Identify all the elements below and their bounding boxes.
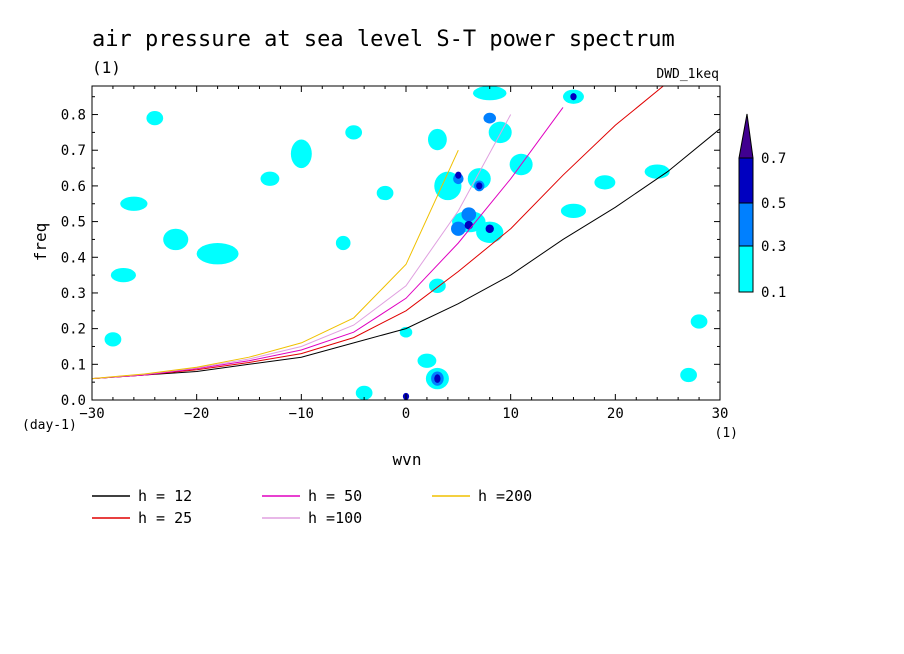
x-tick-label: 20: [607, 406, 624, 422]
legend-label-0: h = 12: [138, 487, 192, 505]
contour-patch-7: [376, 185, 394, 201]
colorbar-box: [738, 245, 754, 293]
x-tick-label: 30: [712, 406, 729, 422]
contour-patch-37: [476, 182, 483, 190]
contour-patch-34: [483, 112, 497, 124]
series-line-1: [92, 86, 665, 380]
y-tick-label: 0.3: [61, 286, 86, 302]
dispersion-curves: [92, 86, 720, 380]
contour-patch-6: [345, 125, 363, 140]
y-axis-label: freq: [31, 223, 50, 262]
legend-label-4: h =200: [478, 487, 532, 505]
contour-patch-17: [488, 121, 512, 144]
plot-area: [91, 85, 721, 401]
contour-patch-9: [146, 110, 164, 126]
x-axis-ticks: −30 −20 −10 0 10 20 30: [79, 86, 728, 422]
contour-patch-36: [464, 220, 473, 230]
contour-patch-10: [335, 235, 351, 251]
y-axis-unit: (day-1): [22, 418, 77, 433]
dataset-label: DWD_1keq: [656, 67, 719, 82]
x-axis-label: wvn: [393, 450, 422, 469]
legend-label-1: h = 25: [138, 509, 192, 527]
y-tick-label: 0.4: [61, 250, 86, 266]
x-tick-label: 10: [502, 406, 519, 422]
colorbar: 0.1 0.3 0.5 0.7: [738, 113, 786, 301]
contour-patch-23: [417, 353, 437, 368]
colorbar-box: [738, 157, 754, 204]
contour-patch-42: [570, 93, 577, 101]
contour-patch-38: [485, 224, 494, 234]
contour-patch-2: [120, 196, 148, 211]
contour-patch-32: [461, 207, 477, 222]
contour-patch-8: [104, 332, 122, 347]
y-tick-label: 0.7: [61, 143, 86, 159]
series-line-4: [92, 149, 459, 380]
colorbar-box: [738, 202, 754, 247]
contour-patch-26: [644, 164, 670, 179]
y-tick-label: 0.0: [61, 393, 86, 409]
x-tick-label: −10: [289, 406, 314, 422]
contour-fills: [104, 86, 708, 400]
contour-patch-3: [163, 228, 189, 251]
contour-patch-25: [560, 203, 587, 219]
legend: h = 12 h = 25 h = 50 h =100 h =200: [92, 487, 532, 527]
contour-patch-16: [467, 168, 491, 190]
y-tick-label: 0.8: [61, 108, 86, 124]
contour-patch-29: [594, 175, 616, 190]
colorbar-label: 0.7: [761, 151, 786, 167]
colorbar-arrow: [738, 113, 754, 159]
legend-label-2: h = 50: [308, 487, 362, 505]
series-line-0: [92, 128, 720, 380]
chart-subtitle: (1): [92, 58, 121, 77]
contour-patch-1: [110, 267, 136, 283]
contour-patch-28: [690, 314, 708, 329]
series-line-2: [92, 107, 564, 380]
y-tick-label: 0.6: [61, 179, 86, 195]
contour-patch-40: [434, 374, 441, 383]
colorbar-label: 0.3: [761, 239, 786, 255]
y-tick-label: 0.5: [61, 215, 86, 231]
y-axis-ticks: 0.0 0.1 0.2 0.3 0.4 0.5 0.6 0.7 0.8: [61, 96, 720, 409]
contour-patch-12: [427, 128, 447, 151]
y-tick-label: 0.1: [61, 357, 86, 373]
x-axis-unit: (1): [715, 426, 738, 441]
x-tick-label: −20: [184, 406, 209, 422]
contour-patch-4: [260, 171, 280, 186]
colorbar-label: 0.1: [761, 285, 786, 301]
x-tick-label: −30: [79, 406, 104, 422]
contour-patch-39: [455, 171, 462, 179]
contour-patch-27: [680, 367, 697, 383]
contour-patch-0: [196, 243, 239, 265]
contour-patch-18: [472, 86, 507, 101]
y-tick-label: 0.2: [61, 322, 86, 338]
chart-title: air pressure at sea level S-T power spec…: [92, 27, 675, 52]
colorbar-label: 0.5: [761, 196, 786, 212]
x-tick-label: 0: [402, 406, 410, 422]
contour-patch-5: [290, 139, 312, 169]
contour-patch-21: [429, 278, 446, 293]
contour-patch-33: [451, 221, 466, 236]
legend-label-3: h =100: [308, 509, 362, 527]
contour-patch-11: [355, 385, 373, 400]
